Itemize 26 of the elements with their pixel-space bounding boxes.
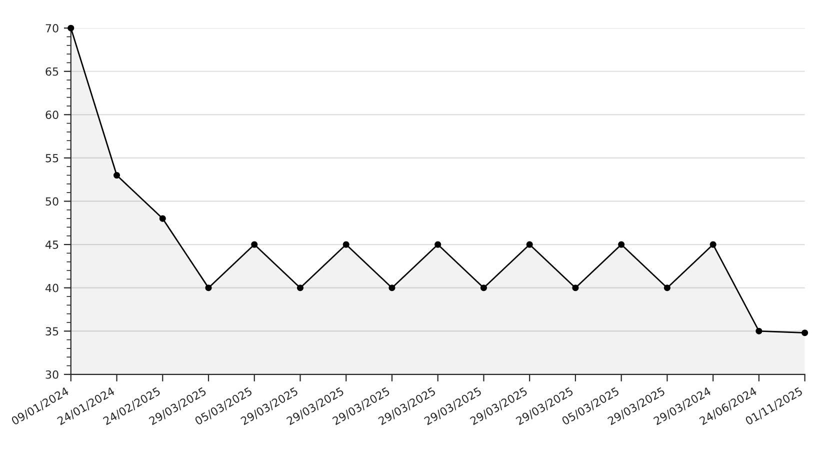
point — [664, 284, 670, 292]
point — [251, 241, 258, 248]
y-tick-label: 30 — [46, 370, 58, 379]
y-tick-label: 40 — [45, 284, 58, 292]
y-tick-label: 70 — [46, 24, 58, 32]
point — [388, 284, 396, 292]
point — [159, 215, 166, 222]
point — [434, 241, 442, 248]
y-tick-label: 45 — [45, 240, 58, 249]
y-tick-label: 60 — [46, 110, 58, 120]
y-tick-label: 55 — [46, 154, 58, 162]
point — [68, 24, 74, 32]
y-tick-label: 35 — [46, 327, 58, 336]
point — [114, 172, 120, 179]
point — [526, 241, 533, 248]
point — [572, 284, 579, 292]
point — [618, 241, 625, 248]
point — [710, 241, 716, 248]
point — [342, 241, 350, 248]
point — [296, 284, 304, 292]
point — [802, 330, 808, 336]
point — [756, 328, 762, 334]
point — [480, 284, 487, 292]
y-tick-label: 50 — [46, 197, 58, 206]
point — [205, 284, 212, 292]
y-tick-label: 65 — [46, 67, 58, 76]
